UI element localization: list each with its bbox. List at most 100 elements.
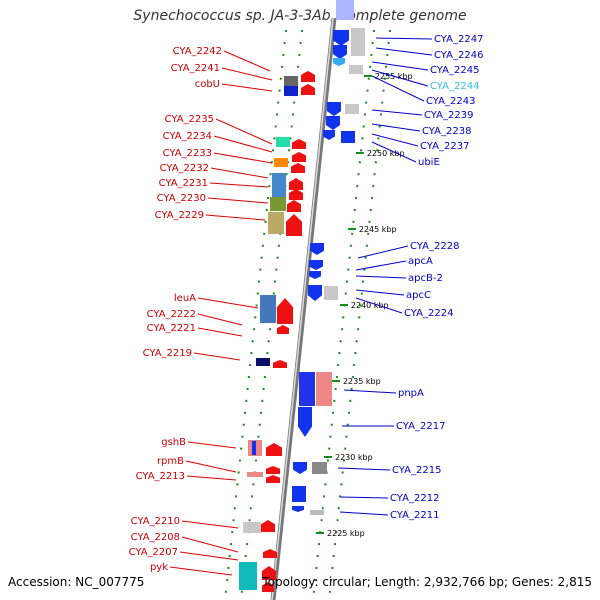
leader-line bbox=[371, 123, 421, 132]
gene-label-apcC: apcC bbox=[406, 290, 431, 301]
kbp-label: 2250 kbp bbox=[367, 149, 405, 158]
reverse-gene-arrow bbox=[333, 58, 345, 66]
leader-line bbox=[197, 313, 243, 326]
gene-box bbox=[270, 197, 286, 211]
gene-label-CYA_2213: CYA_2213 bbox=[136, 471, 185, 482]
leader-line bbox=[357, 245, 409, 259]
gene-label-CYA_2243: CYA_2243 bbox=[426, 96, 475, 107]
gene-label-pyk: pyk bbox=[150, 562, 168, 573]
reverse-gene-arrow bbox=[292, 506, 304, 512]
kbp-label: 2235 kbp bbox=[343, 377, 381, 386]
gene-features bbox=[239, 0, 365, 592]
dotted-tracks bbox=[224, 29, 391, 600]
gene-label-CYA_2215: CYA_2215 bbox=[392, 465, 441, 476]
gene-label-apcA: apcA bbox=[408, 256, 433, 267]
gene-label-rpmB: rpmB bbox=[157, 456, 184, 467]
gene-label-CYA_2241: CYA_2241 bbox=[171, 63, 220, 74]
leader-line bbox=[355, 260, 407, 271]
leader-line bbox=[181, 520, 239, 529]
leader-line bbox=[197, 297, 259, 309]
leader-line bbox=[179, 551, 239, 561]
gene-label-CYA_2245: CYA_2245 bbox=[430, 65, 479, 76]
gene-label-CYA_2235: CYA_2235 bbox=[165, 114, 214, 125]
gene-box bbox=[256, 358, 270, 366]
gene-label-CYA_2229: CYA_2229 bbox=[155, 210, 204, 221]
gene-label-CYA_2247: CYA_2247 bbox=[434, 34, 483, 45]
gene-label-gshB: gshB bbox=[161, 437, 186, 448]
kbp-label: 2240 kbp bbox=[351, 301, 389, 310]
reverse-gene-arrow bbox=[326, 116, 340, 130]
gene-label-CYA_2219: CYA_2219 bbox=[143, 348, 192, 359]
forward-gene-arrow bbox=[277, 298, 293, 324]
gene-box bbox=[312, 462, 327, 474]
gene-label-CYA_2230: CYA_2230 bbox=[157, 193, 206, 204]
gene-box bbox=[349, 65, 363, 74]
kbp-label: 2225 kbp bbox=[327, 529, 365, 538]
leader-line bbox=[221, 67, 273, 81]
gene-label-CYA_2212: CYA_2212 bbox=[390, 493, 439, 504]
leader-line bbox=[209, 182, 269, 188]
leader-line bbox=[371, 61, 429, 71]
forward-gene-arrow bbox=[292, 139, 306, 149]
gene-box bbox=[341, 131, 355, 143]
leader-line bbox=[169, 566, 233, 576]
accession-text: Accession: NC_007775 bbox=[8, 575, 145, 589]
reverse-gene-arrow bbox=[310, 243, 324, 255]
gene-box bbox=[284, 86, 298, 96]
gene-label-CYA_2239: CYA_2239 bbox=[424, 110, 473, 121]
leader-line bbox=[371, 109, 423, 116]
genome-backbone bbox=[270, 17, 337, 600]
kbp-label: 2230 kbp bbox=[335, 453, 373, 462]
forward-gene-arrow bbox=[266, 443, 282, 456]
forward-gene-arrow bbox=[262, 582, 274, 592]
gene-box bbox=[260, 295, 276, 323]
gene-label-CYA_2222: CYA_2222 bbox=[147, 309, 196, 320]
leader-line bbox=[205, 214, 266, 221]
leader-line bbox=[193, 352, 241, 361]
track-l1 bbox=[224, 29, 287, 600]
leader-line bbox=[371, 75, 425, 102]
gene-label-CYA_2244: CYA_2244 bbox=[430, 81, 479, 92]
forward-gene-arrow bbox=[292, 152, 306, 162]
gene-box bbox=[247, 472, 263, 477]
gene-box bbox=[316, 372, 332, 406]
leader-line bbox=[210, 167, 269, 179]
forward-gene-arrow bbox=[301, 84, 315, 95]
reverse-gene-arrow bbox=[293, 462, 307, 474]
leader-line bbox=[223, 50, 271, 72]
gene-box bbox=[239, 562, 257, 590]
gene-box bbox=[345, 104, 359, 114]
genome-title: Synechococcus sp. JA-3-3Ab, complete gen… bbox=[133, 8, 467, 24]
gene-box bbox=[274, 158, 288, 167]
forward-gene-arrow bbox=[261, 520, 275, 532]
gene-box bbox=[284, 76, 298, 86]
gene-box bbox=[276, 137, 290, 147]
gene-label-ubiE: ubiE bbox=[418, 157, 440, 168]
leader-line bbox=[355, 289, 405, 296]
gene-box bbox=[324, 286, 338, 300]
leader-line bbox=[337, 467, 391, 471]
gene-box bbox=[299, 372, 315, 406]
gene-box bbox=[292, 486, 306, 502]
gene-label-CYA_2238: CYA_2238 bbox=[422, 126, 471, 137]
gene-label-pnpA: pnpA bbox=[398, 388, 424, 399]
gene-box bbox=[310, 510, 324, 515]
gene-label-CYA_2217: CYA_2217 bbox=[396, 421, 445, 432]
forward-gene-arrow bbox=[273, 360, 287, 368]
forward-gene-arrow bbox=[289, 178, 303, 190]
leader-line bbox=[185, 460, 237, 473]
gene-label-CYA_2224: CYA_2224 bbox=[404, 308, 453, 319]
leader-line bbox=[197, 327, 243, 337]
gene-box bbox=[351, 28, 365, 56]
forward-gene-arrow bbox=[263, 549, 277, 558]
label-leaders bbox=[169, 37, 433, 576]
reverse-gene-arrow bbox=[333, 30, 349, 46]
gene-label-CYA_2246: CYA_2246 bbox=[434, 50, 483, 61]
gene-label-CYA_2221: CYA_2221 bbox=[147, 323, 196, 334]
reverse-gene-arrow bbox=[298, 407, 312, 437]
leader-line bbox=[221, 83, 273, 92]
leader-line bbox=[371, 69, 429, 87]
reverse-gene-arrow bbox=[327, 102, 341, 116]
forward-gene-arrow bbox=[277, 325, 289, 334]
